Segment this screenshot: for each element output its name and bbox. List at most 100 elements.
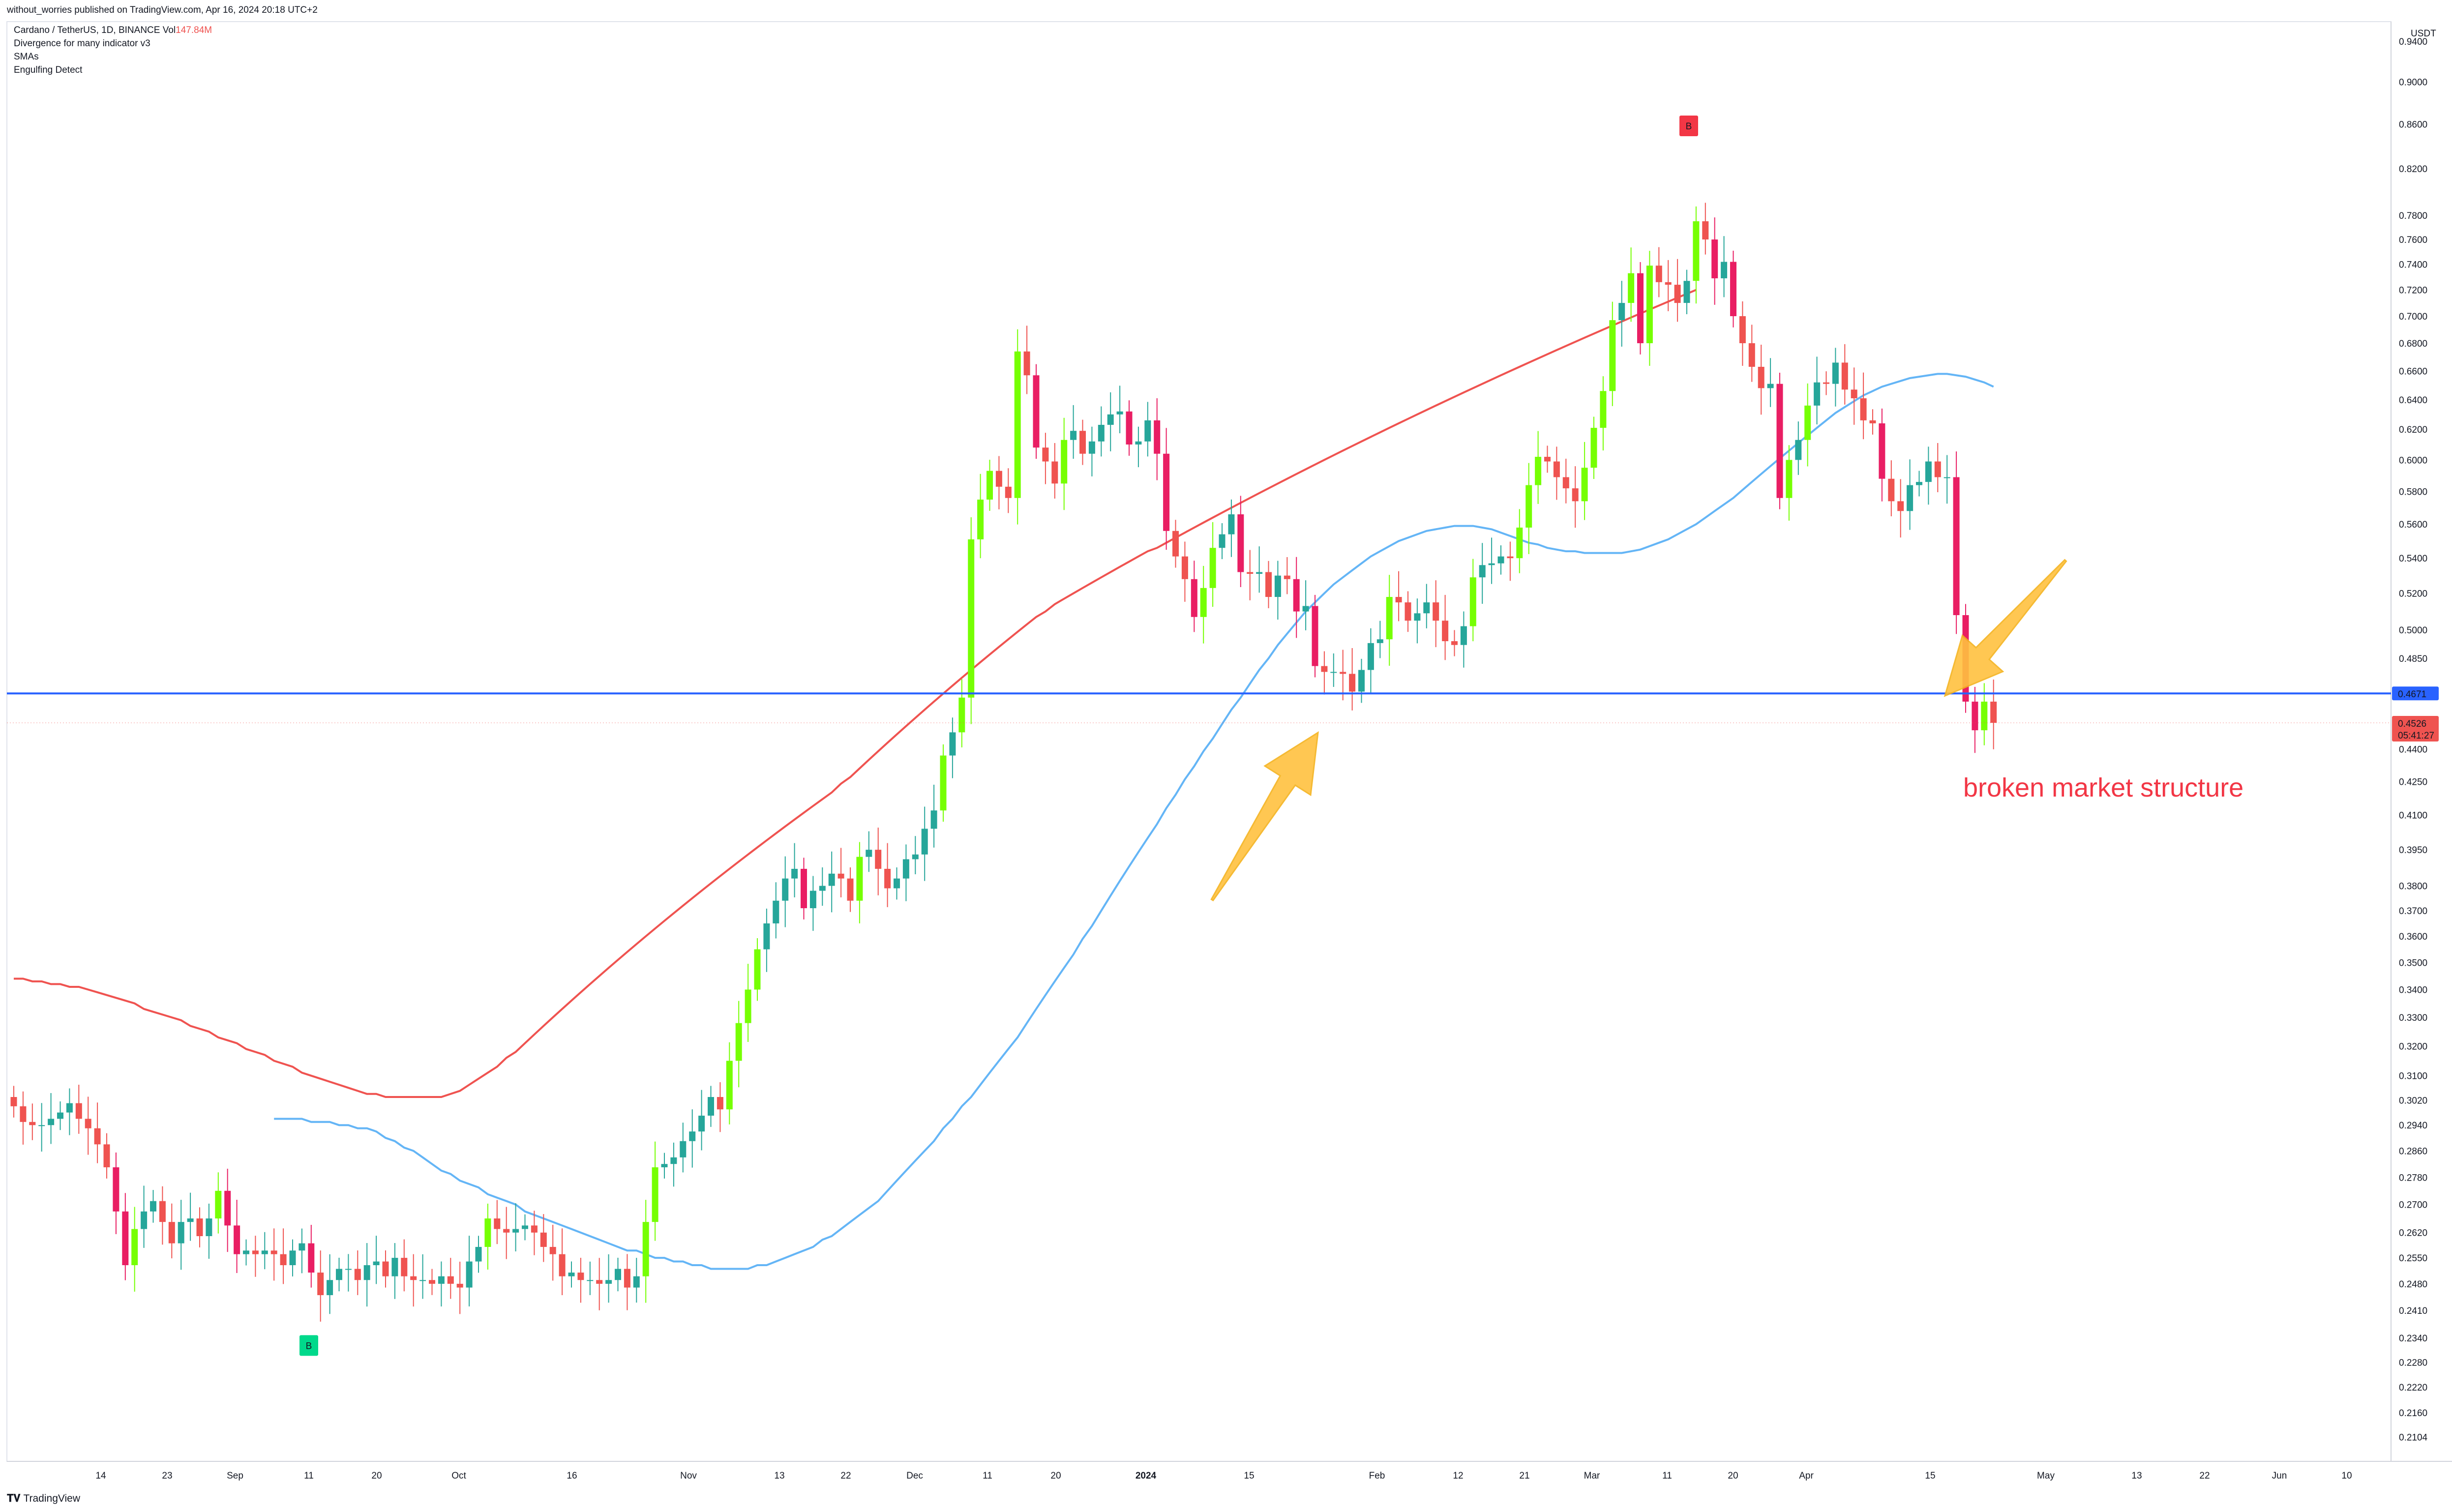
candle-body bbox=[791, 868, 798, 879]
candle bbox=[837, 848, 844, 897]
candle-body bbox=[1972, 701, 1978, 731]
indicator-divergence[interactable]: Divergence for many indicator v3 bbox=[14, 38, 150, 49]
candle-body bbox=[484, 1218, 491, 1247]
candle bbox=[29, 1103, 36, 1140]
candle-body bbox=[1033, 375, 1040, 448]
candle-body bbox=[456, 1283, 463, 1288]
chart-legend: Cardano / TetherUS, 1D, BINANCE Vol147.8… bbox=[14, 24, 212, 77]
candle bbox=[1284, 557, 1290, 594]
time-tick-label: 11 bbox=[983, 1471, 992, 1481]
candle-body bbox=[1702, 221, 1709, 240]
candle-body bbox=[512, 1229, 519, 1233]
candle-body bbox=[745, 989, 751, 1023]
candle-body bbox=[1981, 701, 1988, 731]
indicator-smas[interactable]: SMAs bbox=[14, 52, 39, 62]
volume-value: 147.84M bbox=[176, 25, 212, 35]
candle bbox=[894, 867, 900, 900]
candle-body bbox=[1953, 477, 1960, 616]
candle bbox=[1423, 584, 1430, 628]
plot-frame bbox=[6, 21, 2392, 1462]
price-axis: 0.9400 0.9000 0.8600 0.8200 0.7800 0.7600 0.74… bbox=[2392, 37, 2439, 1443]
candle bbox=[1823, 371, 1829, 395]
candle bbox=[1293, 557, 1300, 638]
candle-body bbox=[187, 1218, 194, 1222]
candle bbox=[1972, 686, 1978, 753]
candle bbox=[1711, 217, 1718, 305]
candle bbox=[10, 1086, 17, 1118]
candle bbox=[1414, 598, 1421, 644]
candle-body bbox=[354, 1269, 361, 1280]
candle-body bbox=[1376, 639, 1383, 643]
candle bbox=[187, 1192, 194, 1241]
candle bbox=[270, 1228, 277, 1281]
candle bbox=[1665, 260, 1672, 311]
candle-body bbox=[280, 1254, 287, 1266]
candle-body bbox=[1079, 431, 1086, 454]
time-tick-label: Apr bbox=[1799, 1471, 1814, 1481]
candle bbox=[615, 1257, 621, 1292]
candle bbox=[1758, 345, 1764, 415]
candle bbox=[1721, 236, 1728, 297]
candle bbox=[940, 744, 947, 822]
candle bbox=[1786, 445, 1793, 521]
candle-body bbox=[103, 1144, 110, 1167]
candle-body bbox=[131, 1229, 138, 1266]
candle bbox=[902, 844, 909, 901]
candle bbox=[884, 843, 891, 907]
price-tick-label: 0.3020 bbox=[2399, 1096, 2427, 1106]
candle-body bbox=[270, 1250, 277, 1254]
candle-body bbox=[689, 1131, 696, 1141]
time-tick-label: 11 bbox=[304, 1471, 314, 1481]
indicator-engulfing[interactable]: Engulfing Detect bbox=[14, 65, 83, 75]
candle bbox=[1079, 419, 1086, 465]
candle-body bbox=[1023, 351, 1030, 376]
time-tick-label: Sep bbox=[227, 1471, 243, 1481]
candle-body bbox=[1061, 440, 1068, 484]
candle-body bbox=[1247, 572, 1254, 574]
time-tick-label: 21 bbox=[1519, 1471, 1529, 1481]
time-tick-label: 13 bbox=[774, 1471, 784, 1481]
sma-200-line bbox=[14, 289, 1697, 1098]
candle-body bbox=[196, 1218, 203, 1236]
candle-body bbox=[1302, 606, 1309, 612]
candle bbox=[1767, 358, 1774, 407]
candle-body bbox=[475, 1246, 482, 1262]
candle bbox=[1302, 580, 1309, 630]
candle-body bbox=[670, 1157, 677, 1164]
candle-body bbox=[1386, 597, 1393, 640]
price-tick-label: 0.2340 bbox=[2399, 1334, 2427, 1344]
price-lines-layer bbox=[7, 692, 2391, 723]
candle bbox=[809, 876, 816, 931]
candle-body bbox=[596, 1280, 603, 1284]
candle-body bbox=[1823, 382, 1829, 384]
candle-body bbox=[1330, 672, 1337, 673]
candle-body bbox=[391, 1258, 398, 1276]
candle bbox=[828, 851, 835, 913]
time-tick-label: 16 bbox=[567, 1471, 577, 1481]
annotation-broken-structure: broken market structure bbox=[1963, 773, 2243, 802]
candle-body bbox=[1674, 285, 1681, 303]
candle-body bbox=[1237, 514, 1244, 572]
candle-body bbox=[1907, 485, 1914, 511]
currency-label: USDT bbox=[2411, 29, 2436, 39]
candle bbox=[1925, 446, 1932, 505]
symbol-title[interactable]: Cardano / TetherUS, 1D, BINANCE bbox=[14, 25, 160, 35]
tradingview-footer[interactable]: 𝐓𝐕 TradingView bbox=[7, 1493, 80, 1505]
candle bbox=[1088, 426, 1095, 476]
candle bbox=[20, 1091, 27, 1145]
candle-body bbox=[48, 1119, 55, 1126]
candle bbox=[122, 1193, 129, 1280]
candle-body bbox=[1990, 701, 1997, 723]
candle-body bbox=[698, 1115, 705, 1132]
candle-body bbox=[1051, 461, 1058, 484]
price-tick-label: 0.4400 bbox=[2399, 745, 2427, 755]
publish-caption: without_worries published on TradingView… bbox=[7, 5, 318, 15]
candle bbox=[968, 517, 975, 724]
candle bbox=[234, 1199, 240, 1273]
candle bbox=[1154, 398, 1161, 480]
candle bbox=[875, 828, 882, 895]
candle bbox=[1228, 499, 1235, 557]
candle bbox=[773, 882, 779, 939]
candle-body bbox=[373, 1261, 380, 1266]
